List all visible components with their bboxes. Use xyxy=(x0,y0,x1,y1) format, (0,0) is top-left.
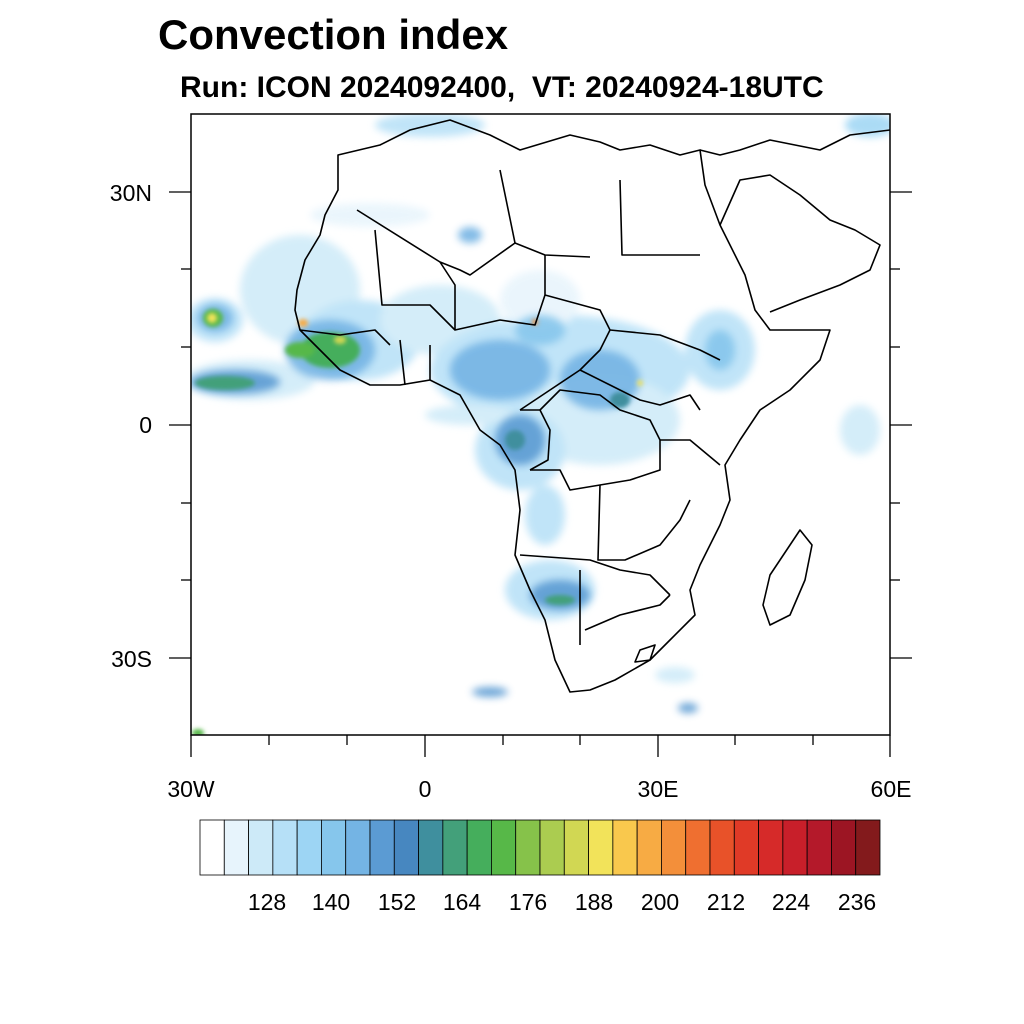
lon-label-60e: 60E xyxy=(870,776,912,802)
colorbar-swatch xyxy=(563,819,589,876)
colorbar-swatch xyxy=(831,819,857,876)
colorbar-swatch xyxy=(515,819,541,876)
colorbar-label-212: 212 xyxy=(706,889,746,915)
colorbar-swatch xyxy=(855,819,881,876)
colorbar-swatch xyxy=(418,819,444,876)
colorbar-label-188: 188 xyxy=(574,889,614,915)
colorbar-label-236: 236 xyxy=(837,889,877,915)
lon-label-30e: 30E xyxy=(637,776,679,802)
coastlines-and-borders xyxy=(294,119,890,693)
colorbar-label-140: 140 xyxy=(311,889,351,915)
colorbar-swatch xyxy=(758,819,784,876)
colorbar xyxy=(199,819,881,876)
colorbar-swatch xyxy=(393,819,419,876)
lat-label-equator: 0 xyxy=(139,412,152,438)
colorbar-swatch xyxy=(806,819,832,876)
map-title: Convection index xyxy=(158,11,509,58)
colorbar-swatch xyxy=(733,819,759,876)
colorbar-label-176: 176 xyxy=(508,889,548,915)
colorbar-swatch xyxy=(199,819,225,876)
colorbar-label-164: 164 xyxy=(442,889,482,915)
colorbar-swatch xyxy=(709,819,735,876)
colorbar-swatch xyxy=(321,819,347,876)
colorbar-swatch xyxy=(588,819,614,876)
colorbar-swatch xyxy=(782,819,808,876)
colorbar-swatch xyxy=(612,819,638,876)
colorbar-swatch xyxy=(223,819,249,876)
convection-field xyxy=(191,114,890,735)
lat-label-30s: 30S xyxy=(111,646,152,672)
colorbar-swatch xyxy=(272,819,298,876)
lat-label-30n: 30N xyxy=(109,180,152,206)
colorbar-swatch xyxy=(539,819,565,876)
colorbar-swatch xyxy=(491,819,517,876)
colorbar-swatch xyxy=(296,819,322,876)
lon-label-30w: 30W xyxy=(167,776,215,802)
colorbar-label-200: 200 xyxy=(640,889,680,915)
colorbar-label-128: 128 xyxy=(247,889,287,915)
colorbar-label-152: 152 xyxy=(377,889,417,915)
colorbar-swatch xyxy=(685,819,711,876)
colorbar-swatch xyxy=(661,819,687,876)
lon-label-0: 0 xyxy=(418,776,432,802)
colorbar-swatch xyxy=(636,819,662,876)
colorbar-swatch xyxy=(248,819,274,876)
colorbar-swatch xyxy=(369,819,395,876)
colorbar-swatch xyxy=(466,819,492,876)
axis-ticks xyxy=(169,191,912,757)
map-subtitle: Run: ICON 2024092400, VT: 20240924-18UTC xyxy=(180,71,824,104)
colorbar-swatch xyxy=(345,819,371,876)
colorbar-label-224: 224 xyxy=(771,889,811,915)
colorbar-swatch xyxy=(442,819,468,876)
